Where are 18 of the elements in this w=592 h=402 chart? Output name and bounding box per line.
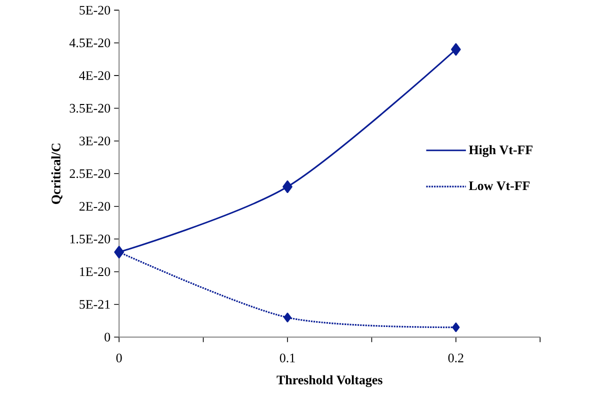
y-tick-label: 2E-20	[79, 202, 110, 211]
y-tick-label: 2.5E-20	[70, 169, 110, 178]
legend-label: Low Vt-FF	[468, 182, 530, 190]
y-tick-label: 5E-20	[80, 6, 110, 15]
y-axis-title: Qcritical/C	[51, 144, 62, 204]
y-tick-label: 4.5E-20	[69, 38, 110, 48]
y-tick-label: 1.5E-20	[70, 234, 110, 244]
legend-label: High Vt-FF	[468, 145, 532, 157]
x-tick-label: 0.2	[448, 354, 464, 362]
y-tick-label: 4E-20	[79, 71, 110, 80]
x-tick-label: 0	[116, 354, 122, 362]
x-axis-title: Threshold Voltages	[276, 375, 382, 388]
y-tick-label: 0	[104, 332, 110, 342]
y-tick-label: 5E-21	[80, 300, 110, 309]
x-tick-label: 0.1	[280, 354, 295, 362]
y-tick-label: 3E-20	[80, 136, 110, 146]
y-tick-label: 3.5E-20	[70, 104, 110, 113]
y-tick-label: 1E-20	[80, 267, 110, 276]
